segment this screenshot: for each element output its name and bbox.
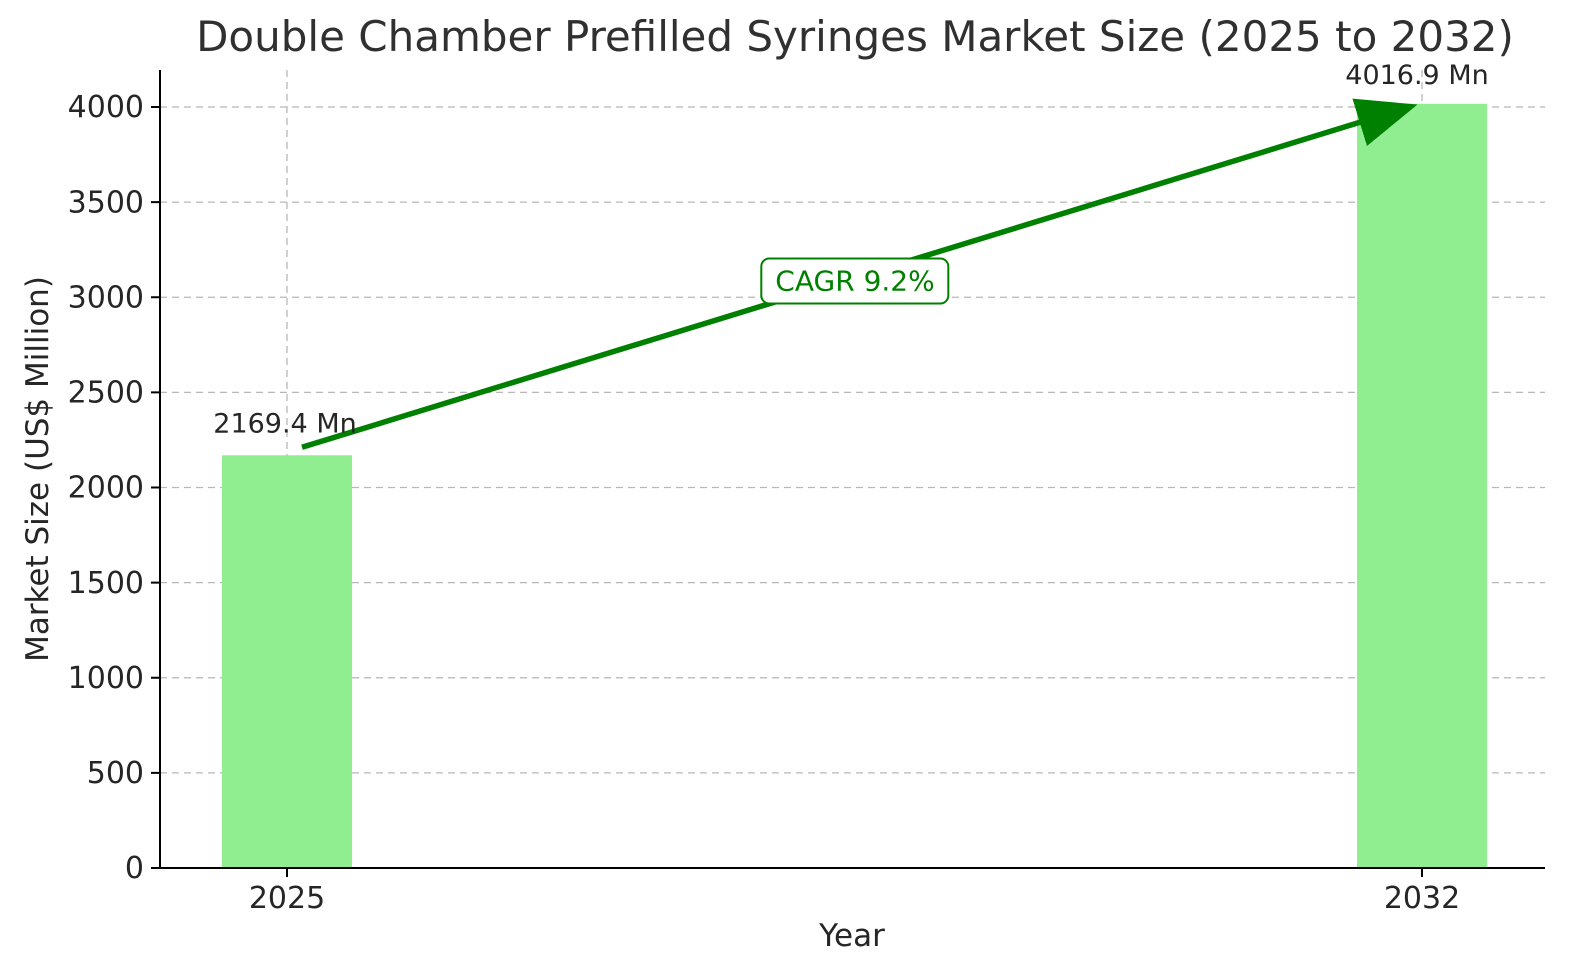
x-tick-label-2025: 2025 (249, 881, 325, 916)
bar-value-label-2032: 4016.9 Mn (1345, 60, 1488, 91)
bar-2025 (222, 455, 352, 868)
chart-title: Double Chamber Prefilled Syringes Market… (196, 12, 1514, 61)
y-tick-label-4000: 4000 (68, 90, 144, 125)
cagr-badge: CAGR 9.2% (760, 257, 950, 305)
y-tick-label-3000: 3000 (68, 280, 144, 315)
y-tick-label-0: 0 (125, 851, 144, 886)
x-tick-label-2032: 2032 (1384, 881, 1460, 916)
y-tick-label-2500: 2500 (68, 376, 144, 411)
y-tick-label-2000: 2000 (68, 471, 144, 506)
x-axis-label: Year (819, 918, 885, 954)
y-tick-label-3500: 3500 (68, 185, 144, 220)
bar-2032 (1357, 103, 1487, 868)
y-tick-label-500: 500 (87, 756, 144, 791)
bar-value-label-2025: 2169.4 Mn (213, 408, 356, 439)
y-tick-label-1000: 1000 (68, 661, 144, 696)
y-tick-label-1500: 1500 (68, 566, 144, 601)
